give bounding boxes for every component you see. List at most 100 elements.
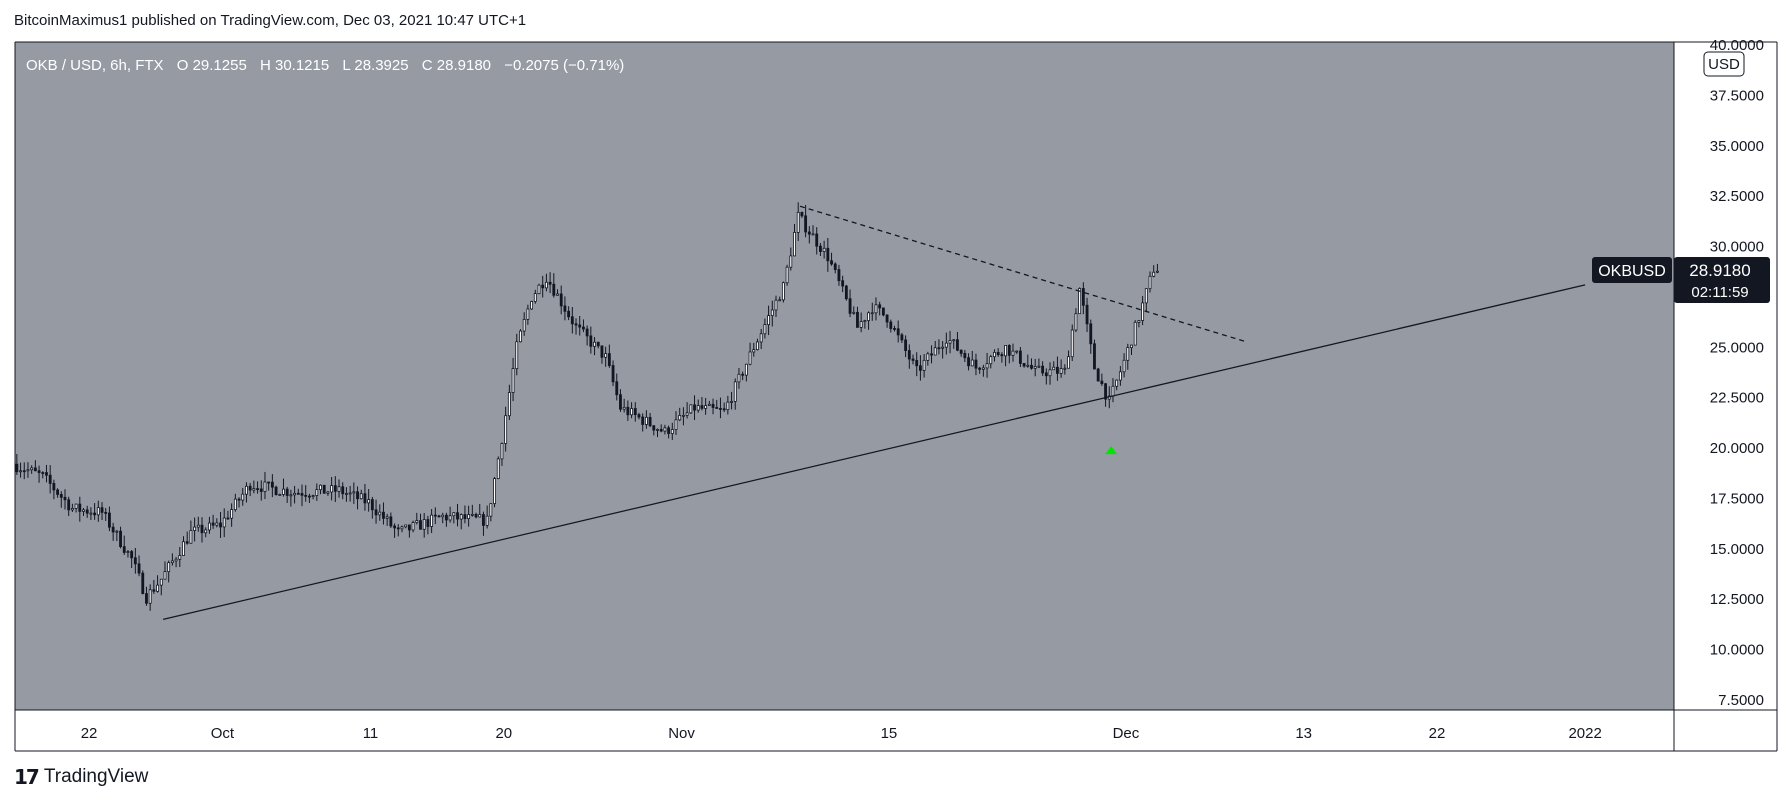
candle-body	[870, 312, 874, 315]
candle-body	[1063, 367, 1067, 370]
candle-body	[730, 401, 733, 403]
candle-body	[522, 318, 526, 332]
ascending-support-line[interactable]	[162, 284, 1586, 621]
candle-body	[322, 484, 326, 494]
candle-body	[578, 324, 582, 328]
candle-body	[941, 346, 945, 349]
candle	[496, 456, 500, 480]
green-up-arrow-icon	[1105, 446, 1118, 455]
candle	[670, 422, 674, 440]
candle-body	[1100, 380, 1104, 385]
candle-body	[915, 360, 919, 367]
candle	[719, 397, 722, 419]
candle	[396, 524, 400, 537]
candle-body	[593, 341, 596, 347]
tradingview-logo[interactable]: 17 TradingView	[14, 766, 148, 788]
last-price-badge[interactable]: OKBUSD 28.9180 02:11:59	[1592, 257, 1770, 303]
symbol-badge-text: OKBUSD	[1598, 263, 1666, 280]
candle	[648, 412, 652, 428]
candle-body	[311, 495, 315, 497]
candle-body	[585, 328, 589, 337]
price-axis[interactable]	[1674, 42, 1777, 710]
candle	[393, 523, 396, 538]
candle-body	[367, 499, 371, 504]
candle-body	[163, 571, 167, 580]
candle	[822, 240, 826, 259]
candle-body	[104, 511, 108, 514]
candle-body	[426, 519, 430, 527]
candle	[233, 493, 237, 512]
candle	[548, 272, 552, 294]
candle-body	[770, 309, 774, 316]
candle	[1137, 320, 1141, 328]
time-axis[interactable]	[15, 710, 1674, 751]
candle	[193, 517, 197, 542]
candle	[182, 536, 185, 556]
candle	[1155, 263, 1159, 274]
candle-body	[152, 589, 156, 592]
candle-body	[422, 519, 426, 530]
candle	[667, 425, 671, 439]
candle-body	[430, 514, 434, 527]
candle-body	[374, 509, 378, 516]
candle	[41, 471, 45, 479]
candle	[141, 570, 145, 595]
candle	[1122, 353, 1126, 378]
candle-body	[567, 310, 571, 318]
candle-body	[456, 512, 459, 520]
trendlines	[162, 205, 1586, 621]
candle	[145, 586, 148, 606]
candle	[411, 520, 415, 533]
candle-body	[582, 326, 585, 330]
candle	[100, 502, 104, 521]
candle-body	[504, 415, 508, 444]
candle-body	[219, 522, 222, 528]
candle	[189, 520, 193, 544]
candle-body	[1122, 359, 1126, 373]
candle-body	[641, 416, 645, 425]
time-tick-label: 22	[81, 725, 98, 742]
candle	[1000, 352, 1004, 363]
candle-body	[178, 555, 182, 560]
candle-body	[796, 211, 800, 233]
candle-body	[93, 512, 97, 516]
candle-body	[1152, 271, 1156, 277]
candle-body	[1137, 320, 1141, 323]
candle-body	[952, 339, 956, 342]
candle	[493, 477, 496, 508]
candle	[96, 500, 100, 522]
descending-resistance-line[interactable]	[799, 205, 1245, 342]
candle	[382, 502, 385, 525]
candle	[522, 312, 526, 336]
candle-body	[996, 352, 1000, 356]
currency-label[interactable]: USD	[1703, 51, 1745, 77]
candle	[652, 425, 656, 436]
candle-body	[1133, 321, 1137, 346]
candle-body	[707, 403, 711, 406]
candle-body	[296, 492, 300, 495]
candle	[19, 462, 22, 478]
candle-body	[141, 572, 145, 594]
candle	[22, 462, 26, 480]
candle	[489, 503, 493, 522]
candle	[707, 400, 711, 406]
candle-body	[696, 405, 700, 411]
candle-body	[704, 405, 708, 409]
candle-body	[763, 324, 767, 335]
candle-body	[63, 496, 67, 501]
candle-body	[148, 589, 152, 604]
candle-body	[619, 394, 622, 410]
candle	[726, 395, 730, 415]
candle	[563, 296, 567, 321]
candle	[544, 273, 548, 292]
legend-open-key: O	[177, 57, 189, 74]
candle-body	[674, 419, 678, 430]
candle-body	[693, 404, 696, 411]
candle-body	[733, 381, 737, 402]
plot-area[interactable]	[15, 42, 1674, 710]
candle	[378, 504, 382, 521]
candle	[241, 487, 245, 506]
candle-body	[256, 488, 259, 491]
candle-body	[389, 516, 393, 527]
